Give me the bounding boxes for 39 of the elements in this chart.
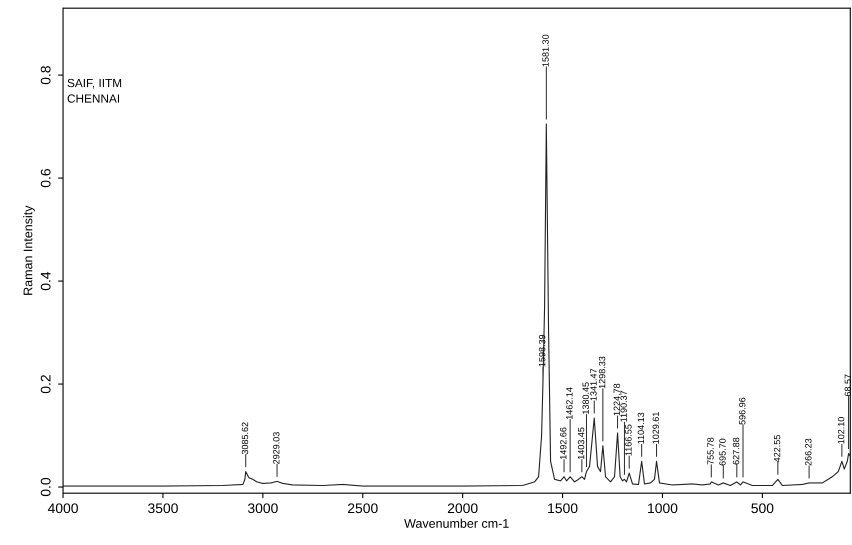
annotation: CHENNAI (68, 94, 120, 103)
annotation: 695.70 (719, 438, 726, 466)
x-tick-label: 1000 (648, 503, 678, 514)
annotation: 1598.39 (538, 334, 546, 366)
y-tick-label: 0.6 (40, 169, 51, 188)
annotation: 1224.78 (614, 384, 620, 416)
annotation: 1380.45 (582, 382, 589, 414)
annotation: 1492.66 (560, 428, 566, 460)
annotation: 1403.45 (578, 427, 584, 460)
y-axis-title: Raman Intensity (23, 206, 35, 295)
annotation: 266.23 (805, 438, 812, 466)
annotation: 2929.03 (273, 432, 280, 464)
x-axis-title: Wavenumber cm-1 (404, 518, 509, 528)
x-tick-label: 3000 (248, 503, 278, 514)
annotation: 1341.47 (590, 368, 597, 400)
annotation: 1190.37 (620, 390, 627, 422)
annotation: 1029.61 (652, 412, 659, 444)
annotation: 627.88 (732, 438, 740, 464)
x-tick-label: 2000 (448, 503, 478, 514)
y-tick-label: 0.8 (40, 66, 51, 84)
annotation: 422.55 (774, 435, 780, 462)
x-tick-label: 500 (751, 503, 774, 514)
x-tick-label: 1500 (548, 503, 578, 514)
annotation: 1104.13 (638, 412, 644, 444)
y-tick-label: 0.2 (40, 375, 51, 394)
annotation: SAIF, IITM (68, 78, 122, 89)
annotation: 102.10 (838, 417, 844, 444)
annotation: 3085.62 (242, 422, 248, 454)
annotation: 596.96 (739, 398, 746, 425)
y-tick-label: 0.0 (40, 478, 51, 496)
annotation: 1298.33 (598, 356, 606, 388)
x-tick-label: 3500 (148, 503, 178, 514)
annotation: 1166.55 (625, 424, 632, 456)
annotation: 1462.14 (566, 387, 573, 420)
x-tick-label: 2500 (348, 503, 378, 514)
annotation: 1581.30 (542, 34, 549, 66)
annotation: 755.78 (707, 438, 714, 464)
y-tick-label: 0.4 (40, 272, 51, 290)
x-tick-label: 4000 (48, 503, 78, 514)
